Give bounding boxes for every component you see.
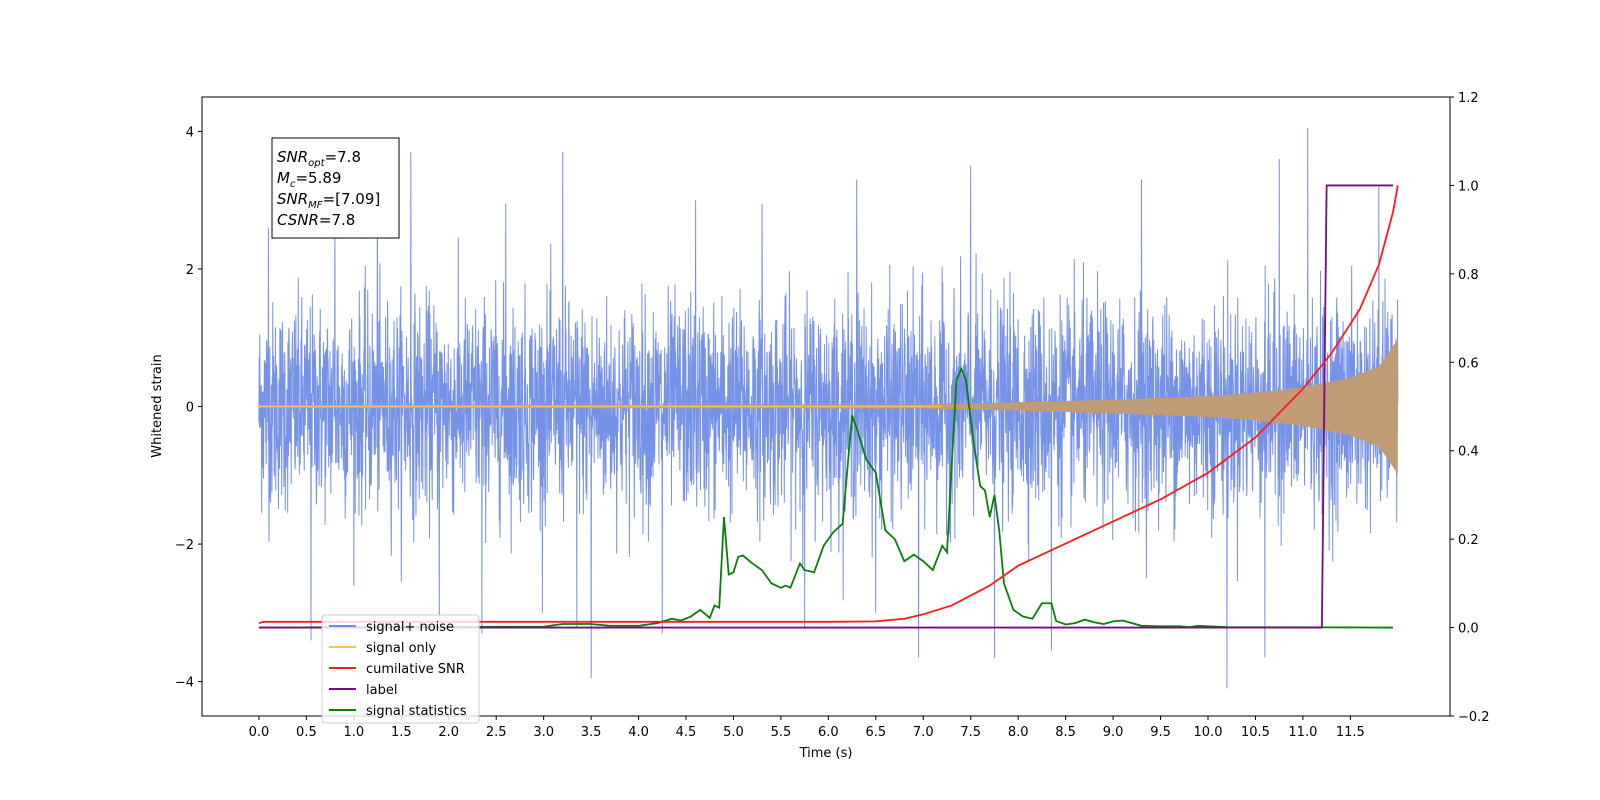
legend-label: signal only (366, 641, 436, 656)
x-tick-label: 3.0 (533, 725, 554, 740)
x-tick-label: 3.5 (581, 725, 602, 740)
x-tick-label: 9.0 (1103, 725, 1124, 740)
legend-label: cumilative SNR (366, 662, 465, 677)
x-tick-label: 9.5 (1150, 725, 1171, 740)
y-axis-label: Whitened strain (150, 354, 165, 457)
x-tick-label: 11.5 (1336, 725, 1365, 740)
annotation-line: SNRMF=[7.09] (277, 190, 380, 211)
x-tick-label: 0.5 (296, 725, 317, 740)
x-tick-label: 10.0 (1194, 725, 1223, 740)
series-signal-statistics-line (258, 366, 1394, 629)
y-tick-label: 4 (186, 125, 194, 140)
x-tick-label: 7.5 (960, 725, 981, 740)
y-tick-label: 2 (186, 263, 194, 278)
x-tick-label: 10.5 (1241, 725, 1270, 740)
x-tick-label: 6.0 (818, 725, 839, 740)
plot-area (258, 127, 1399, 689)
y-tick-label: 0 (186, 401, 194, 416)
y2-tick-label: 0.4 (1458, 445, 1479, 460)
y2-tick-label: 1.0 (1458, 179, 1479, 194)
x-tick-label: 11.0 (1288, 725, 1317, 740)
y2-tick-label: 0.2 (1458, 533, 1479, 548)
x-tick-label: 6.5 (865, 725, 886, 740)
x-tick-label: 5.5 (771, 725, 792, 740)
y-axis-right: −0.2 0.0 0.2 0.4 0.6 0.8 1.0 1.2 (1450, 91, 1490, 725)
y2-tick-label: −0.2 (1458, 710, 1490, 725)
legend-label: signal+ noise (366, 620, 454, 635)
series-cumulative-snr-line (258, 185, 1399, 625)
x-tick-label: 4.5 (676, 725, 697, 740)
x-axis: 0.0 0.5 1.0 1.5 2.0 2.5 3.0 3.5 4.0 4.5 5.0 5.5 6.0 6… (249, 716, 1365, 740)
annotation-line: Mc=5.89 (277, 169, 341, 190)
x-tick-label: 2.5 (486, 725, 507, 740)
annotation-line: CSNR=7.8 (277, 211, 355, 229)
x-tick-label: 7.0 (913, 725, 934, 740)
x-axis-label: Time (s) (799, 746, 853, 761)
x-tick-label: 5.0 (723, 725, 744, 740)
annotation-line: SNRopt=7.8 (277, 148, 361, 169)
legend-label: signal statistics (366, 704, 467, 719)
y-axis-left: −4 −2 0 2 4 (175, 125, 202, 691)
x-tick-label: 2.0 (438, 725, 459, 740)
x-tick-label: 1.0 (344, 725, 365, 740)
legend-label: label (366, 683, 397, 698)
series-label-line (258, 184, 1394, 629)
y2-tick-label: 0.6 (1458, 356, 1479, 371)
x-tick-label: 1.5 (391, 725, 412, 740)
x-tick-label: 4.0 (628, 725, 649, 740)
y-tick-label: −4 (175, 676, 194, 691)
y2-tick-label: 1.2 (1458, 91, 1479, 106)
y2-tick-label: 0.8 (1458, 268, 1479, 283)
annotation-frame (271, 137, 400, 239)
series-signal-noise-line (258, 127, 1399, 689)
y-tick-label: −2 (175, 538, 194, 553)
x-tick-label: 0.0 (249, 725, 270, 740)
y2-tick-label: 0.0 (1458, 622, 1479, 637)
x-tick-label: 8.5 (1055, 725, 1076, 740)
legend-frame (321, 614, 480, 724)
legend: signal+ noise signal only cumilative SNR la… (321, 614, 480, 724)
x-tick-label: 8.0 (1008, 725, 1029, 740)
